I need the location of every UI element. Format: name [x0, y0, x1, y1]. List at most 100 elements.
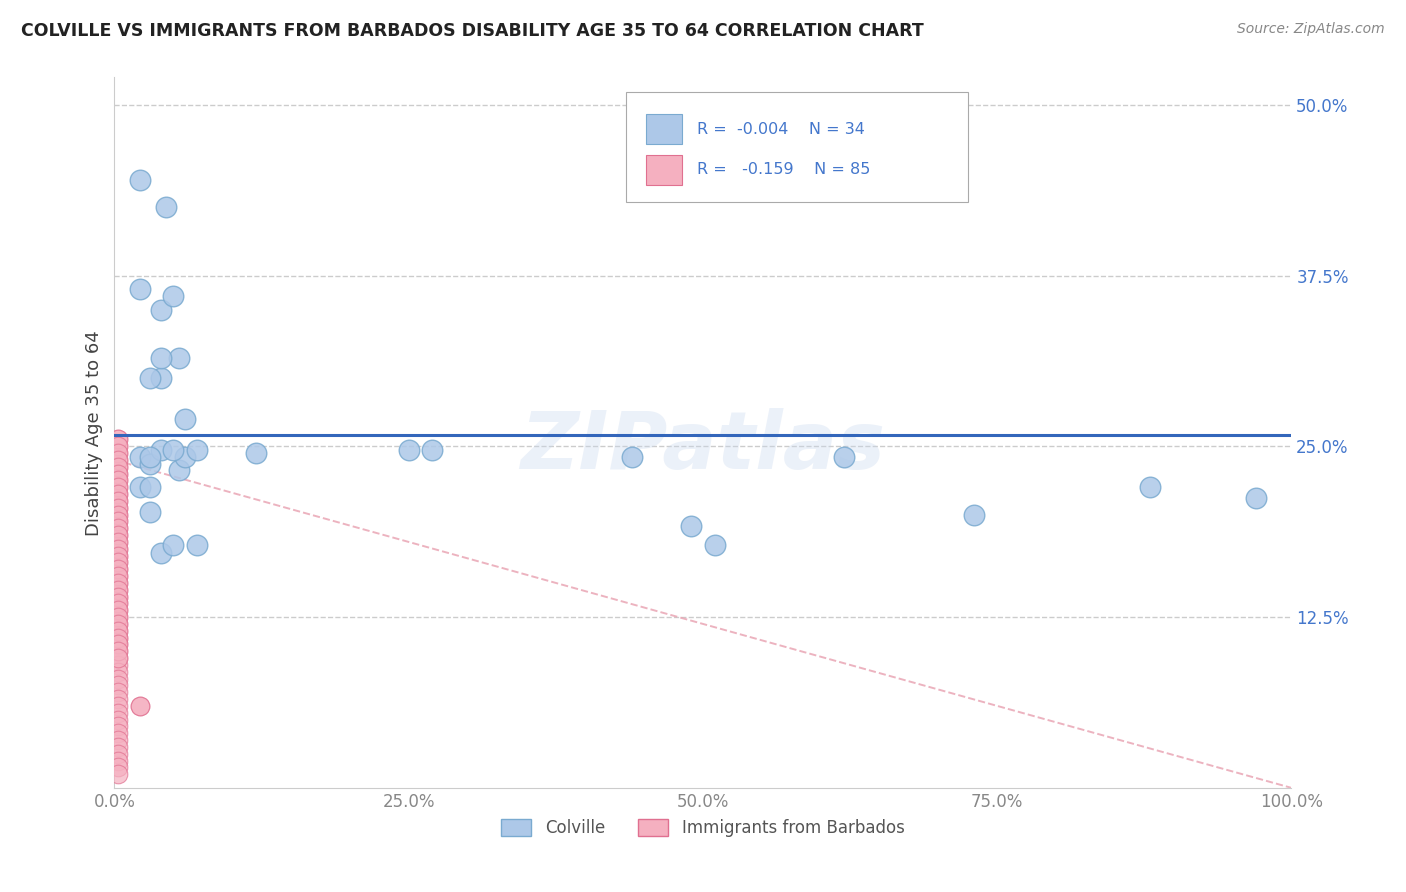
Point — [107, 569, 129, 583]
Point — [107, 556, 129, 570]
Point — [150, 546, 173, 560]
Point — [107, 433, 129, 447]
Point — [832, 450, 855, 465]
Point — [107, 665, 129, 679]
Point — [107, 515, 129, 529]
Text: R =   -0.159    N = 85: R = -0.159 N = 85 — [697, 162, 870, 178]
Point — [107, 637, 129, 651]
Point — [138, 505, 160, 519]
Point — [150, 302, 173, 317]
Point — [107, 508, 129, 522]
Point — [107, 453, 129, 467]
Point — [107, 494, 129, 508]
Point — [138, 480, 160, 494]
Point — [107, 556, 129, 570]
Point — [107, 474, 129, 488]
Point — [107, 446, 129, 460]
Point — [107, 446, 129, 460]
Point — [107, 672, 129, 686]
Point — [107, 760, 129, 774]
Point — [107, 515, 129, 529]
Point — [174, 412, 197, 426]
Point — [107, 439, 129, 453]
Point — [107, 624, 129, 638]
Point — [107, 754, 129, 768]
Point — [186, 538, 208, 552]
Point — [107, 631, 129, 645]
Point — [107, 494, 129, 508]
Point — [398, 443, 420, 458]
Point — [962, 508, 984, 522]
Text: COLVILLE VS IMMIGRANTS FROM BARBADOS DISABILITY AGE 35 TO 64 CORRELATION CHART: COLVILLE VS IMMIGRANTS FROM BARBADOS DIS… — [21, 22, 924, 40]
Point — [138, 457, 160, 471]
Point — [186, 443, 208, 458]
Point — [107, 487, 129, 501]
Point — [107, 487, 129, 501]
Point — [107, 569, 129, 583]
Point — [107, 467, 129, 481]
FancyBboxPatch shape — [647, 155, 682, 185]
Point — [107, 433, 129, 447]
Point — [107, 706, 129, 720]
Point — [107, 678, 129, 692]
Point — [621, 450, 644, 465]
FancyBboxPatch shape — [647, 114, 682, 145]
Point — [420, 443, 443, 458]
Point — [129, 480, 152, 494]
Point — [107, 590, 129, 604]
Point — [107, 616, 129, 631]
Point — [107, 596, 129, 610]
Point — [107, 521, 129, 535]
Point — [107, 637, 129, 651]
Point — [107, 474, 129, 488]
Point — [107, 713, 129, 727]
Point — [703, 538, 725, 552]
Point — [107, 603, 129, 617]
Point — [107, 733, 129, 747]
Text: ZIPatlas: ZIPatlas — [520, 408, 886, 486]
Point — [107, 508, 129, 522]
Point — [107, 596, 129, 610]
Point — [150, 351, 173, 365]
Point — [107, 644, 129, 658]
Point — [138, 450, 160, 465]
Point — [107, 739, 129, 754]
Point — [107, 562, 129, 576]
Point — [162, 538, 184, 552]
Point — [167, 462, 190, 476]
Point — [107, 541, 129, 556]
Point — [107, 590, 129, 604]
Point — [107, 500, 129, 515]
Point — [107, 562, 129, 576]
Point — [107, 575, 129, 590]
Point — [107, 528, 129, 542]
Point — [107, 719, 129, 733]
Point — [107, 582, 129, 597]
Point — [107, 459, 129, 474]
Point — [155, 200, 177, 214]
Point — [107, 698, 129, 713]
Point — [681, 518, 703, 533]
Point — [150, 443, 173, 458]
Point — [107, 521, 129, 535]
Legend: Colville, Immigrants from Barbados: Colville, Immigrants from Barbados — [495, 812, 911, 844]
Point — [107, 644, 129, 658]
Point — [129, 698, 152, 713]
Text: R =  -0.004    N = 34: R = -0.004 N = 34 — [697, 122, 865, 136]
Point — [107, 480, 129, 494]
Point — [107, 582, 129, 597]
Point — [107, 603, 129, 617]
Point — [107, 480, 129, 494]
Point — [107, 726, 129, 740]
Point — [107, 549, 129, 563]
Point — [107, 651, 129, 665]
Point — [107, 767, 129, 781]
Point — [107, 657, 129, 672]
Point — [107, 500, 129, 515]
Point — [1139, 480, 1161, 494]
Point — [129, 450, 152, 465]
Point — [129, 282, 152, 296]
Point — [107, 535, 129, 549]
Point — [150, 371, 173, 385]
Point — [129, 698, 152, 713]
